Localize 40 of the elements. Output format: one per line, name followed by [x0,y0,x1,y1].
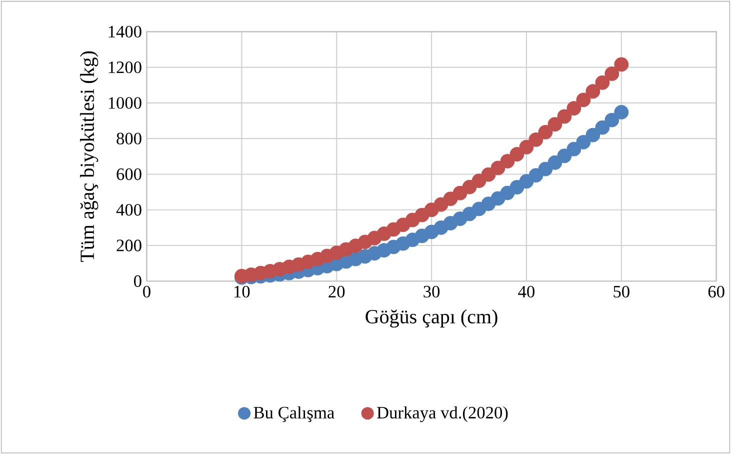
x-tick-label: 40 [518,286,534,298]
point [566,100,582,116]
y-tick-label: 200 [116,240,142,252]
point [510,146,524,162]
point [576,134,591,150]
point [557,109,572,124]
x-tick-label: 0 [143,286,150,298]
y-tick-label: 1200 [108,61,142,74]
x-axis-title: Göğüs çapı (cm) [366,309,498,328]
point [604,112,620,128]
y-tick-label: 600 [116,168,142,180]
y-tick-label: 400 [116,204,142,216]
point [557,148,572,163]
x-tick-label: 50 [614,286,630,298]
point [490,160,506,176]
point [538,124,553,140]
x-tick-label: 30 [424,286,440,298]
point [595,120,610,135]
x-tick-label: 60 [708,286,724,298]
point [566,142,582,156]
y-tick-label: 1000 [108,97,142,109]
point [500,154,515,168]
point [595,75,610,90]
point [614,104,629,120]
legend-label: Bu Çalışma [254,406,334,422]
point [604,66,620,81]
x-tick-label: 10 [234,286,250,298]
point [519,140,534,154]
y-tick-label: 800 [116,132,142,144]
point [586,128,600,142]
legend-label: Durkaya vd.(2020) [377,406,508,422]
point [586,84,600,98]
y-axis-title: Tüm ağaç biyokütlesi (kg) [80,51,98,262]
point [614,57,629,72]
point [528,132,544,147]
y-tick-label: 0 [134,275,142,287]
y-tick-label: 1400 [108,26,142,38]
point [576,92,591,108]
x-tick-label: 20 [328,286,345,298]
point [548,117,562,132]
